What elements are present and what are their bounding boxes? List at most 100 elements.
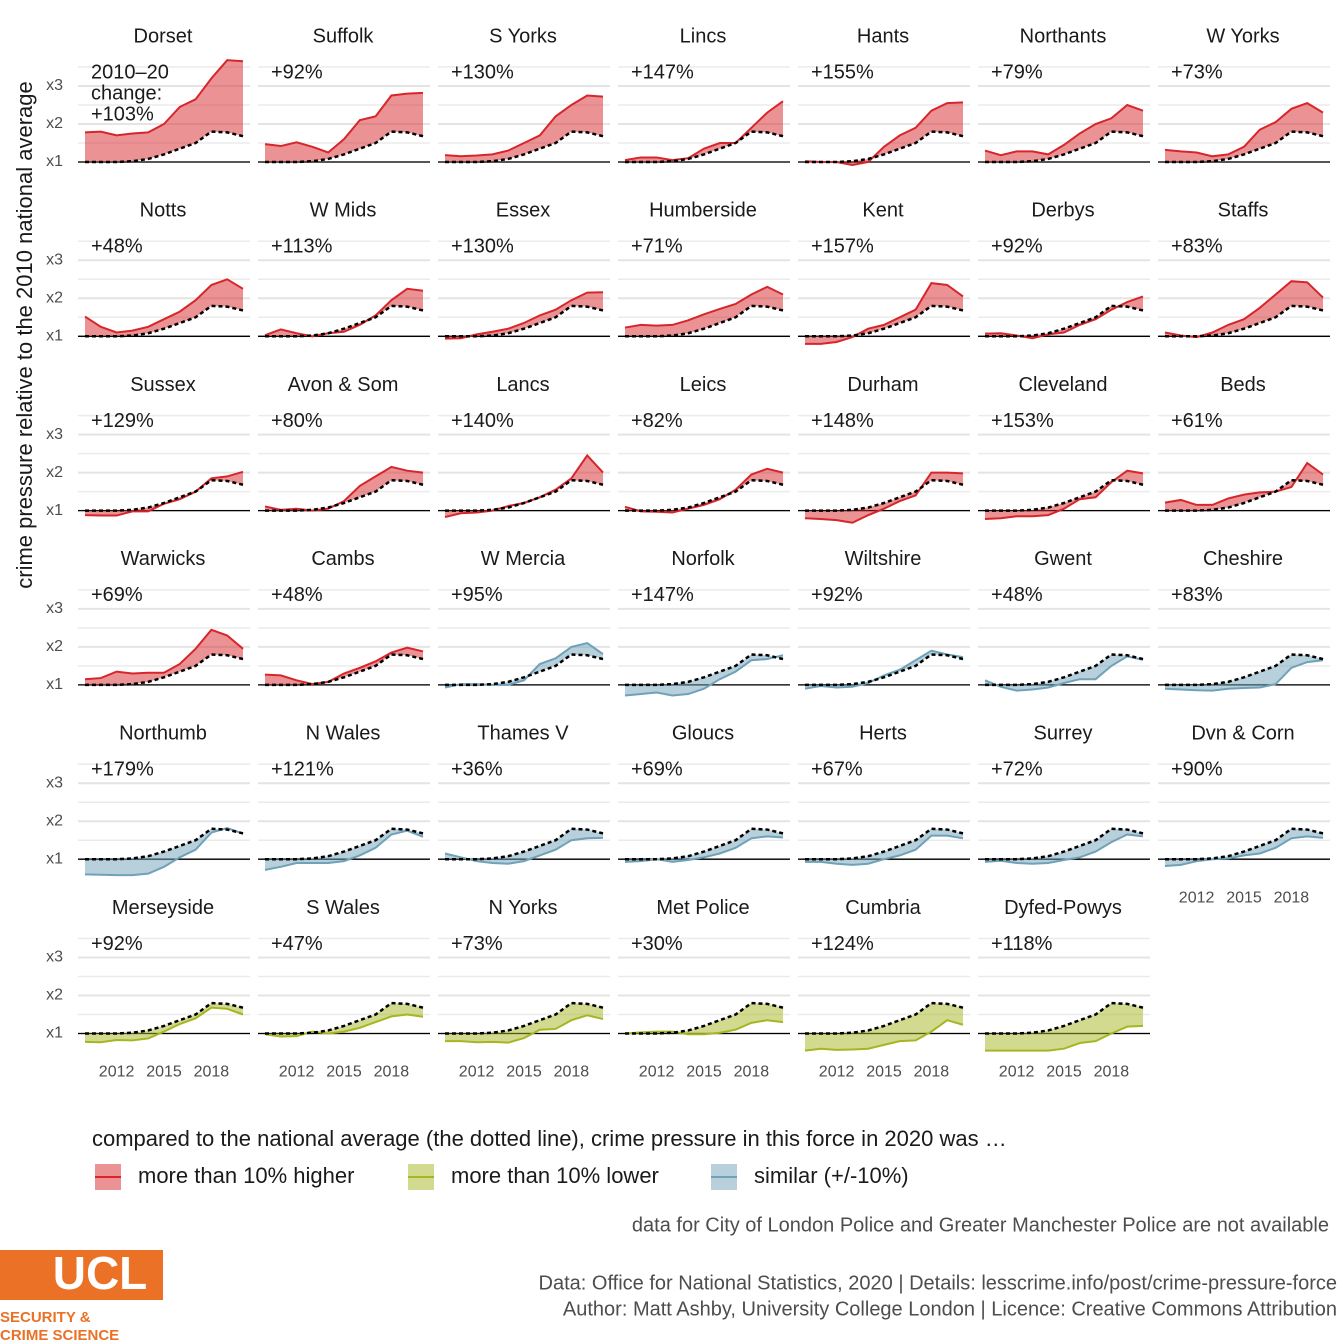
national-line <box>985 1001 1144 1035</box>
change-label: +90% <box>1171 758 1223 780</box>
x-tick-label: 2012 <box>819 1064 855 1081</box>
force-line <box>624 285 784 329</box>
change-label: +95% <box>451 584 503 606</box>
force-line <box>1164 101 1324 158</box>
national-line <box>1165 827 1324 861</box>
y-tick-label: x1 <box>46 153 63 170</box>
x-tick-label: 2012 <box>639 1064 675 1081</box>
panel: Staffs +83% <box>1158 200 1330 339</box>
national-line <box>85 478 244 512</box>
force-line <box>444 642 604 689</box>
x-tick-label: 2015 <box>686 1064 722 1081</box>
ribbon <box>265 828 423 870</box>
panel-title: Lincs <box>680 25 727 47</box>
force-line <box>264 287 424 338</box>
panel: Dvn & Corn 2012 2015 2018 +90% <box>1158 722 1330 906</box>
logo-block <box>0 1250 163 1300</box>
national-line <box>265 1001 424 1035</box>
panel: Warwicks x1 x2 x3 +69% <box>46 548 250 693</box>
change-label: +73% <box>451 933 503 955</box>
panel: W Yorks +73% <box>1158 25 1330 164</box>
panel: Cleveland +153% <box>978 374 1150 520</box>
national-line <box>85 130 244 164</box>
y-tick-label: x3 <box>46 949 63 966</box>
force-line <box>264 1013 424 1038</box>
change-label: +92% <box>991 236 1043 258</box>
national-line <box>445 1001 604 1035</box>
x-tick-label: 2018 <box>554 1064 590 1081</box>
panel-title: Staffs <box>1218 200 1269 222</box>
ribbon <box>265 466 423 511</box>
logo-mark: UCL <box>53 1247 148 1299</box>
ribbon <box>1165 654 1323 691</box>
national-line <box>265 653 424 687</box>
force-line <box>624 467 784 514</box>
panel: N Wales +121% <box>258 722 430 871</box>
panel: Sussex x1 x2 x3 +129% <box>46 374 250 519</box>
change-label: +61% <box>1171 410 1223 432</box>
national-line <box>985 827 1144 861</box>
force-line <box>1164 280 1324 339</box>
x-tick-label: 2018 <box>374 1064 410 1081</box>
force-line <box>984 833 1144 865</box>
y-tick-label: x1 <box>46 850 63 867</box>
y-tick-label: x1 <box>46 1025 63 1042</box>
panel-title: S Yorks <box>489 25 557 47</box>
national-line <box>625 1001 784 1035</box>
ribbon <box>445 455 603 518</box>
ribbon <box>1165 281 1323 338</box>
ribbon <box>625 828 783 862</box>
force-line <box>1164 659 1324 692</box>
x-tick-label: 2012 <box>459 1064 495 1081</box>
force-line <box>984 469 1144 520</box>
force-line <box>624 654 784 697</box>
y-tick-label: x2 <box>46 464 63 481</box>
panel-title: Hants <box>857 25 909 47</box>
ribbon <box>445 292 603 339</box>
national-line <box>805 827 964 861</box>
y-tick-label: x2 <box>46 812 63 829</box>
change-label: +67% <box>811 758 863 780</box>
ribbon <box>445 643 603 688</box>
x-tick-label: 2015 <box>506 1064 542 1081</box>
panel-title: N Wales <box>306 722 381 744</box>
national-line <box>445 653 604 687</box>
force-line <box>804 471 964 524</box>
ribbon <box>85 60 243 162</box>
change-note: change: <box>91 82 162 104</box>
logo-text: SECURITY & <box>0 1309 91 1326</box>
panel-title: Avon & Som <box>288 374 399 396</box>
change-label: +30% <box>631 933 683 955</box>
y-tick-label: x3 <box>46 252 63 269</box>
change-label: +72% <box>991 758 1043 780</box>
y-tick-label: x2 <box>46 115 63 132</box>
national-line <box>85 827 244 861</box>
panel-title: Met Police <box>656 897 749 919</box>
panel: W Mids +113% <box>258 200 430 338</box>
panel: Herts +67% <box>798 722 970 866</box>
panel: W Mercia +95% <box>438 548 610 689</box>
x-tick-label: 2012 <box>99 1064 135 1081</box>
change-label: +130% <box>451 236 514 258</box>
panel-title: W Yorks <box>1206 25 1279 47</box>
panel: Met Police 2012 2015 2018 +30% <box>618 897 790 1081</box>
panel-title: Northants <box>1020 25 1107 47</box>
ribbon <box>265 288 423 337</box>
force-line <box>84 628 244 681</box>
panel-title: Cleveland <box>1019 374 1108 396</box>
force-line <box>264 829 424 871</box>
note: data for City of London Police and Great… <box>632 1214 1329 1236</box>
panel-title: Warwicks <box>121 548 206 570</box>
author: Author: Matt Ashby, University College L… <box>563 1298 1337 1320</box>
national-line <box>805 304 964 338</box>
panel-title: Northumb <box>119 722 207 744</box>
ribbon <box>85 471 243 516</box>
panel: Kent +157% <box>798 200 970 345</box>
x-tick-label: 2018 <box>1274 889 1310 906</box>
x-tick-label: 2012 <box>279 1064 315 1081</box>
force-line <box>444 291 604 340</box>
national-line <box>625 478 784 512</box>
x-tick-label: 2015 <box>146 1064 182 1081</box>
national-line <box>625 130 784 164</box>
y-tick-label: x1 <box>46 328 63 345</box>
